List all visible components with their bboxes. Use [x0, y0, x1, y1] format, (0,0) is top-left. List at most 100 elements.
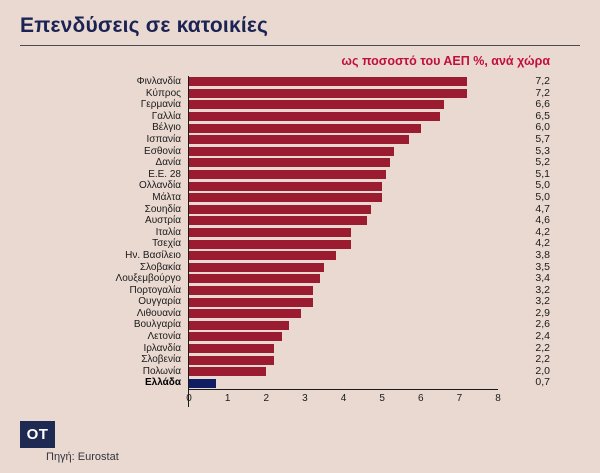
- x-tick-label: 8: [495, 393, 501, 405]
- value-label: 5,2: [535, 156, 550, 169]
- value-label: 5,0: [535, 179, 550, 192]
- chart-row: Σουηδία 4,7: [20, 203, 550, 216]
- bar: [189, 355, 274, 365]
- x-tick-label: 0: [186, 393, 192, 405]
- x-tick-label: 5: [379, 393, 385, 405]
- value-label: 3,4: [535, 272, 550, 285]
- bar-track: [188, 331, 498, 343]
- bar: [189, 262, 325, 272]
- chart-rows: Φινλανδία 7,2 Κύπρος 7,2 Γερμανία 6,6 Γαλλία 6,…: [20, 75, 550, 390]
- x-tick-label: 2: [263, 393, 270, 405]
- bar: [189, 228, 352, 238]
- category-label: Ισπανία: [146, 133, 182, 145]
- category-label: Βέλγιο: [152, 122, 181, 134]
- bar: [189, 170, 386, 180]
- x-tick-label: 1: [224, 393, 231, 405]
- bar: [189, 332, 282, 342]
- chart-row: Εσθονία 5,3: [20, 144, 550, 158]
- bar-track: [188, 87, 498, 100]
- chart-row: Γερμανία 6,6: [20, 99, 550, 111]
- bar: [189, 88, 468, 98]
- footer: OT Πηγή: Eurostat: [20, 421, 580, 463]
- chart-row: Αυστρία 4,6: [20, 215, 550, 227]
- category-label: Φινλανδία: [136, 76, 181, 87]
- value-label: 3,2: [535, 295, 550, 308]
- bar: [189, 274, 321, 284]
- bar-track: [188, 307, 498, 320]
- category-label: Πολωνία: [142, 365, 181, 377]
- value-label: 7,2: [535, 75, 550, 87]
- bar-track: [188, 319, 498, 332]
- value-label: 5,0: [535, 190, 550, 203]
- bar-track: [188, 203, 498, 216]
- value-label: 4,2: [535, 225, 550, 238]
- bar-track: [188, 354, 498, 366]
- category-label: Ουγγαρία: [138, 296, 181, 308]
- bar-track: [188, 145, 498, 158]
- category-label: Ιρλανδία: [143, 342, 181, 354]
- chart-row: Κύπρος 7,2: [20, 87, 550, 100]
- value-label: 2,2: [535, 353, 550, 366]
- value-label: 0,7: [535, 376, 550, 389]
- bar-track: [188, 377, 498, 390]
- value-label: 3,8: [535, 248, 550, 261]
- chart-row: Σλοβακία 3,5: [20, 260, 550, 274]
- category-label: Λετονία: [147, 331, 181, 343]
- bar: [189, 320, 290, 330]
- x-tick-label: 7: [456, 393, 463, 405]
- category-label: Ην. Βασίλειο: [125, 249, 181, 261]
- bar: [189, 297, 313, 307]
- bar: [189, 123, 421, 133]
- value-label: 2,9: [535, 306, 550, 319]
- bar-track: [188, 342, 498, 355]
- bar: [189, 309, 301, 319]
- category-label: Σλοβενία: [141, 354, 181, 366]
- bar-track: [188, 76, 498, 88]
- chart-row: Βουλγαρία 2,6: [20, 318, 550, 332]
- bar: [189, 239, 352, 249]
- bar-track: [188, 261, 498, 274]
- category-label: Αυστρία: [145, 215, 181, 227]
- bar: [189, 146, 394, 156]
- value-label: 2,2: [535, 341, 550, 354]
- chart-row: Ισπανία 5,7: [20, 133, 550, 146]
- value-label: 2,6: [535, 318, 550, 331]
- x-tick-label: 6: [417, 393, 424, 405]
- bar: [189, 285, 313, 295]
- bar: [189, 343, 274, 353]
- source-text: Πηγή: Eurostat: [46, 451, 119, 464]
- bar: [189, 251, 336, 261]
- category-label: Ιταλία: [155, 226, 181, 238]
- chart-row: Δανία 5,2: [20, 157, 550, 169]
- category-label: Μάλτα: [152, 191, 181, 203]
- bar-track: [188, 284, 498, 297]
- chart-row: Λιθουανία 2,9: [20, 306, 550, 320]
- bar: [189, 204, 371, 214]
- chart-subtitle: ως ποσοστό του ΑΕΠ %, ανά χώρα: [341, 54, 550, 68]
- chart-row: Βέλγιο 6,0: [20, 122, 550, 134]
- bar-track: [188, 110, 498, 123]
- category-label: Ε.Ε. 28: [148, 168, 181, 180]
- value-label: 2,0: [535, 364, 550, 377]
- bar-track: [188, 365, 498, 378]
- chart-row: Πολωνία 2,0: [20, 364, 550, 378]
- x-axis-line: 0 1 2 3 4 5 6 7 8: [186, 389, 501, 408]
- bar: [189, 216, 367, 226]
- chart-row: Τσεχία 4,2: [20, 238, 550, 250]
- bar-track: [188, 99, 498, 111]
- bar: [189, 367, 267, 377]
- value-label: 6,0: [535, 121, 550, 134]
- bar-track: [188, 296, 498, 308]
- value-label: 3,5: [535, 260, 550, 273]
- category-label: Τσεχία: [152, 238, 181, 250]
- bar: [189, 100, 444, 110]
- category-label: Λουξεμβούργο: [115, 273, 181, 285]
- bar: [189, 158, 390, 168]
- page-title: Επενδύσεις σε κατοικίες: [20, 14, 269, 37]
- value-label: 5,3: [535, 144, 550, 157]
- bar-track: [188, 238, 498, 250]
- value-label: 6,5: [535, 109, 550, 122]
- bar-chart: Φινλανδία 7,2 Κύπρος 7,2 Γερμανία 6,6 Γαλλία 6,…: [20, 75, 550, 408]
- bar-track: [188, 215, 498, 227]
